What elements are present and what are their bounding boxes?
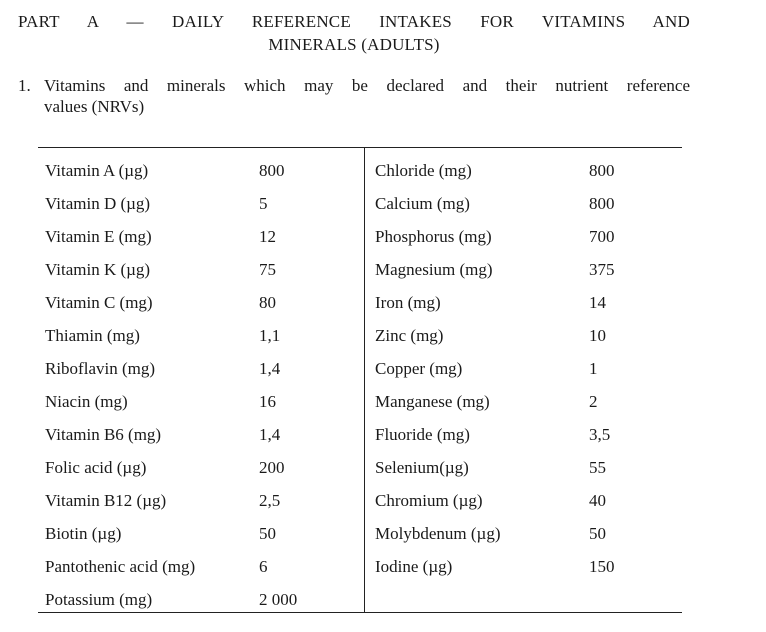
nutrient-value: 200 xyxy=(259,458,285,477)
nutrient-name: Vitamin C (mg) xyxy=(45,293,153,312)
nutrient-value: 2 000 xyxy=(259,590,298,609)
nutrient-value: 3,5 xyxy=(589,425,611,444)
nutrient-name: Potassium (mg) xyxy=(45,590,153,609)
nutrient-name: Chloride (mg) xyxy=(375,161,472,180)
nutrient-name: Iron (mg) xyxy=(375,293,441,312)
nutrient-name: Folic acid (µg) xyxy=(45,458,147,477)
nutrient-value: 40 xyxy=(589,491,606,510)
nutrient-value: 800 xyxy=(589,161,615,180)
nutrient-name: Vitamin B6 (mg) xyxy=(45,425,162,444)
nutrient-name: Copper (mg) xyxy=(375,359,463,378)
nutrient-name: Vitamin K (µg) xyxy=(45,260,151,279)
intro-line-1: 1. Vitamins and minerals which may be dec… xyxy=(18,75,690,96)
nutrient-name: Riboflavin (mg) xyxy=(45,359,156,378)
nutrient-name: Molybdenum (µg) xyxy=(375,524,501,543)
intro-number: 1. xyxy=(18,76,31,95)
column-divider xyxy=(364,148,365,612)
nutrient-value: 1,4 xyxy=(259,425,281,444)
nutrient-name: Vitamin E (mg) xyxy=(45,227,152,246)
nutrient-value: 50 xyxy=(589,524,606,543)
nutrient-value: 5 xyxy=(259,194,268,213)
nutrient-name: Zinc (mg) xyxy=(375,326,444,345)
nutrient-value: 2,5 xyxy=(259,491,281,510)
nutrient-value: 75 xyxy=(259,260,276,279)
nutrient-name: Vitamin A (µg) xyxy=(45,161,149,180)
nutrient-value: 12 xyxy=(259,227,276,246)
nutrient-name: Fluoride (mg) xyxy=(375,425,470,444)
nutrient-value: 800 xyxy=(259,161,285,180)
nutrient-name: Selenium(µg) xyxy=(375,458,469,477)
nutrient-name: Phosphorus (mg) xyxy=(375,227,492,246)
nutrient-name: Vitamin D (µg) xyxy=(45,194,151,213)
nutrient-value: 14 xyxy=(589,293,606,312)
nutrient-value: 80 xyxy=(259,293,276,312)
intro-text-1: Vitamins and minerals which may be decla… xyxy=(44,76,690,95)
nutrient-name: Magnesium (mg) xyxy=(375,260,493,279)
title-line-1: PART A — DAILY REFERENCE INTAKES FOR VIT… xyxy=(18,12,690,31)
nutrient-name: Vitamin B12 (µg) xyxy=(45,491,167,510)
title-line-2: MINERALS (ADULTS) xyxy=(268,35,440,54)
nutrient-value: 800 xyxy=(589,194,615,213)
nutrient-value: 55 xyxy=(589,458,606,477)
nutrient-name: Pantothenic acid (mg) xyxy=(45,557,196,576)
nutrient-value: 2 xyxy=(589,392,598,411)
nutrient-name: Manganese (mg) xyxy=(375,392,490,411)
nrv-table: Vitamin A (µg) 800 Vitamin D (µg) 5 Vitamin … xyxy=(38,147,682,613)
nutrient-value: 6 xyxy=(259,557,268,576)
nutrient-name: Biotin (µg) xyxy=(45,524,122,543)
nutrient-value: 1,1 xyxy=(259,326,281,345)
nutrient-value: 1 xyxy=(589,359,598,378)
nutrient-value: 10 xyxy=(589,326,606,345)
page-title: PART A — DAILY REFERENCE INTAKES FOR VIT… xyxy=(18,10,690,56)
nutrient-name: Calcium (mg) xyxy=(375,194,470,213)
intro-line-2: values (NRVs) xyxy=(44,97,145,116)
nutrient-value: 700 xyxy=(589,227,615,246)
nutrient-value: 16 xyxy=(259,392,276,411)
nutrient-name: Niacin (mg) xyxy=(45,392,128,411)
nutrient-name: Chromium (µg) xyxy=(375,491,483,510)
intro-paragraph: 1. Vitamins and minerals which may be dec… xyxy=(18,75,690,117)
nutrient-value: 375 xyxy=(589,260,615,279)
nutrient-name: Thiamin (mg) xyxy=(45,326,140,345)
nutrient-value: 150 xyxy=(589,557,615,576)
nutrient-name: Iodine (µg) xyxy=(375,557,453,576)
nutrient-value: 1,4 xyxy=(259,359,281,378)
nutrient-value: 50 xyxy=(259,524,276,543)
